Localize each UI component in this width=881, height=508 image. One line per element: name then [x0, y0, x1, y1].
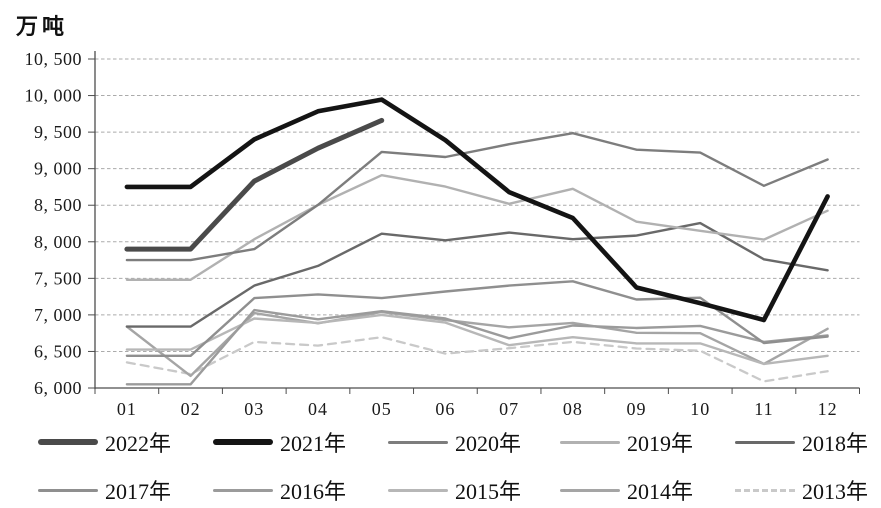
legend-swatch-2014 — [560, 488, 620, 492]
y-axis-unit-label: 万吨 — [16, 14, 69, 39]
legend-label-2019: 2019年 — [627, 431, 694, 456]
y-tick-label: 9, 500 — [34, 122, 82, 142]
legend-item-2014: 2014年 — [560, 474, 693, 506]
x-tick-label: 06 — [435, 399, 455, 419]
series-line-2022 — [124, 117, 385, 252]
legend-label-2018: 2018年 — [802, 431, 869, 456]
legend-item-2018: 2018年 — [735, 426, 868, 458]
y-tick-label: 6, 000 — [34, 378, 82, 398]
legend-swatch-2018 — [735, 440, 795, 444]
legend-item-2019: 2019年 — [560, 426, 693, 458]
series-line-2019 — [125, 173, 829, 281]
legend-swatch-2016 — [213, 488, 273, 492]
y-tick-label: 7, 500 — [34, 268, 82, 288]
x-tick-label: 05 — [372, 399, 392, 419]
x-tick-label: 10 — [690, 399, 710, 419]
legend-swatch-2020 — [388, 440, 448, 444]
legend-label-2020: 2020年 — [455, 431, 522, 456]
x-tick-label: 03 — [244, 399, 264, 419]
series-line-2020 — [125, 131, 829, 262]
x-tick-label: 02 — [181, 399, 201, 419]
legend-label-2016: 2016年 — [280, 479, 347, 504]
legend-swatch-2017 — [38, 488, 98, 492]
x-tick-label: 12 — [818, 399, 838, 419]
line-chart-plot: 10, 500 10, 000 9, 500 9, 000 8, 500 8, 000 7,… — [25, 49, 860, 419]
legend-label-2022: 2022年 — [105, 431, 172, 456]
legend-swatch-2021 — [213, 439, 273, 445]
x-tick-label: 04 — [308, 399, 328, 419]
x-tick-label: 07 — [499, 399, 519, 419]
x-tick-label: 11 — [754, 399, 773, 419]
y-tick-label: 10, 500 — [25, 49, 83, 69]
legend-label-2017: 2017年 — [105, 479, 172, 504]
legend-swatch-2015 — [388, 488, 448, 492]
series-line-2018 — [125, 221, 829, 328]
series-line-2014 — [125, 310, 829, 378]
x-tick-label: 01 — [117, 399, 137, 419]
legend-swatch-2013 — [735, 488, 795, 492]
y-tick-label: 10, 000 — [25, 86, 83, 106]
legend-item-2017: 2017年 — [38, 474, 171, 506]
y-tick-label: 6, 500 — [34, 341, 82, 361]
legend-swatch-2022 — [38, 439, 98, 445]
x-tick-label: 08 — [563, 399, 583, 419]
legend-item-2013: 2013年 — [735, 474, 868, 506]
legend-item-2016: 2016年 — [213, 474, 346, 506]
legend-row-1: 2022年 2021年 2020年 2019年 2018年 — [0, 426, 881, 458]
legend-label-2014: 2014年 — [627, 479, 694, 504]
legend-swatch-2019 — [560, 440, 620, 444]
series-line-2021 — [124, 97, 830, 323]
x-tick-label: 09 — [627, 399, 647, 419]
y-tick-label: 8, 000 — [34, 232, 82, 252]
legend-label-2013: 2013年 — [802, 479, 869, 504]
legend-item-2015: 2015年 — [388, 474, 521, 506]
series-line-2016 — [125, 308, 829, 386]
legend-label-2015: 2015年 — [455, 479, 522, 504]
y-tick-label: 7, 000 — [34, 305, 82, 325]
legend-row-2: 2017年 2016年 2015年 2014年 2013年 — [0, 474, 881, 506]
series-line-2015 — [125, 313, 829, 366]
y-tick-label: 9, 000 — [34, 159, 82, 179]
legend-item-2022: 2022年 — [38, 426, 171, 458]
legend-label-2021: 2021年 — [280, 431, 347, 456]
legend-item-2020: 2020年 — [388, 426, 521, 458]
y-tick-label: 8, 500 — [34, 195, 82, 215]
legend-item-2021: 2021年 — [213, 426, 346, 458]
